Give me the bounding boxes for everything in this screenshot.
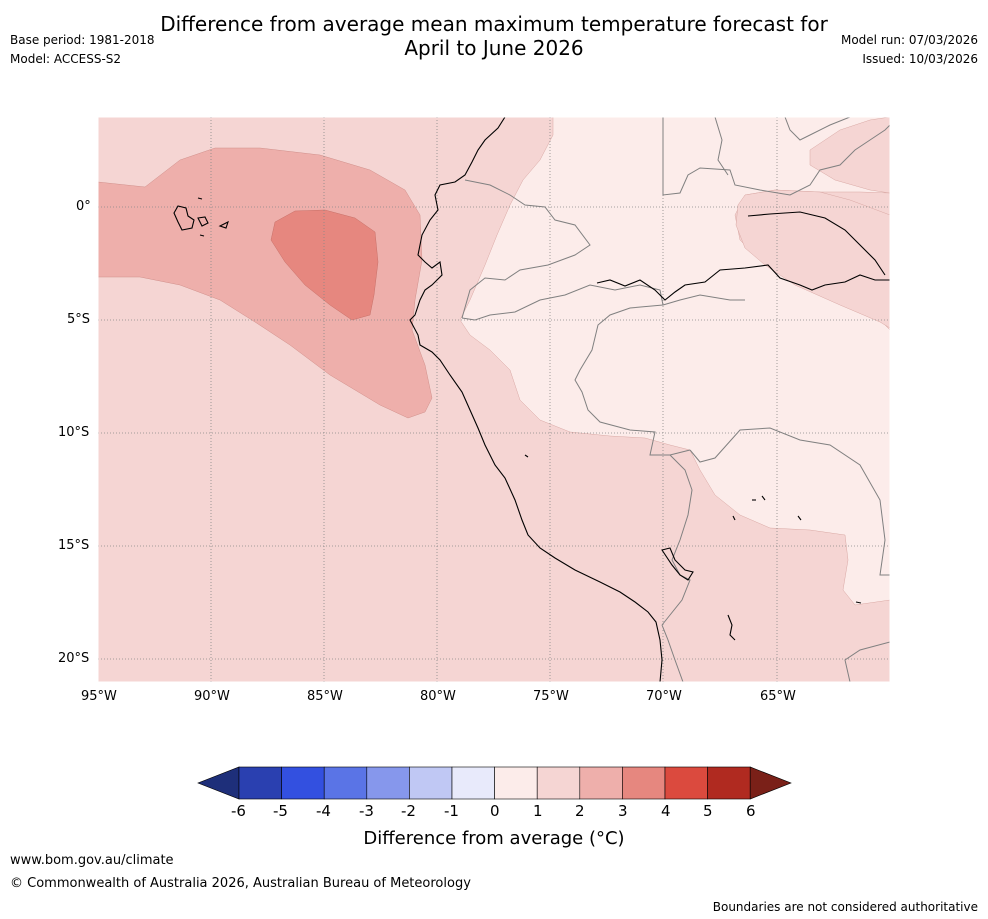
colorbar-swatch-5-to-6 [707, 766, 751, 800]
colorbar [197, 766, 792, 800]
lon-label-65w: 65°W [760, 689, 796, 704]
galapagos-island-shape [173, 205, 195, 231]
model-name: Model: ACCESS-S2 [10, 52, 122, 66]
colorbar-tick-minus5: -5 [273, 802, 288, 820]
copyright-notice: © Commonwealth of Australia 2026, Austra… [10, 876, 471, 891]
lat-label-0: 0° [76, 199, 91, 214]
colorbar-swatch-3-to-4 [622, 766, 666, 800]
colorbar-swatch-4-to-5 [664, 766, 708, 800]
colorbar-swatch--4-to--3 [323, 766, 368, 800]
coastline [173, 117, 890, 682]
colorbar-label: Difference from average (°C) [363, 828, 625, 849]
lat-label-15s: 15°S [58, 538, 90, 553]
colorbar-extend-low [197, 766, 240, 800]
colorbar-tick-0: 0 [490, 802, 500, 820]
colorbar-tick-minus2: -2 [401, 802, 416, 820]
colorbar-swatch--6-to--5 [238, 766, 282, 800]
lon-label-85w: 85°W [307, 689, 343, 704]
lon-label-90w: 90°W [194, 689, 230, 704]
boundary-disclaimer: Boundaries are not considered authoritat… [712, 900, 978, 914]
colorbar-swatch-2-to-3 [579, 766, 623, 800]
colorbar-tick-minus3: -3 [359, 802, 374, 820]
anomaly-region-amazon-patch [735, 189, 890, 329]
chart-title: Difference from average mean maximum tem… [0, 12, 988, 60]
title-line-1: Difference from average mean maximum tem… [160, 12, 828, 36]
colorbar-tick-4: 4 [661, 802, 671, 820]
anomaly-region-pacific-tongue [98, 147, 433, 419]
colorbar-tick-2: 2 [575, 802, 585, 820]
colorbar-tick-minus4: -4 [316, 802, 331, 820]
colorbar-tick-minus6: -6 [231, 802, 246, 820]
lat-label-10s: 10°S [58, 425, 90, 440]
model-run-date: Model run: 07/03/2026 [840, 33, 978, 47]
lat-label-20s: 20°S [58, 651, 90, 666]
lon-label-75w: 75°W [533, 689, 569, 704]
graticule [98, 117, 890, 682]
map-border [97, 116, 891, 683]
colorbar-swatch-0-to-1 [494, 766, 538, 800]
colorbar-swatch--2-to--1 [409, 766, 453, 800]
colorbar-swatch-1-to-2 [536, 766, 581, 800]
country-borders [461, 117, 890, 682]
colorbar-tick-1: 1 [533, 802, 543, 820]
lon-label-80w: 80°W [420, 689, 456, 704]
lon-label-70w: 70°W [646, 689, 682, 704]
base-period: Base period: 1981-2018 [10, 33, 155, 47]
anomaly-region-pacific-core [270, 209, 379, 321]
colorbar-tick-6: 6 [746, 802, 756, 820]
colorbar-tick-5: 5 [703, 802, 713, 820]
website-link[interactable]: www.bom.gov.au/climate [10, 853, 174, 868]
colorbar-tick-3: 3 [618, 802, 628, 820]
map-panel [98, 117, 890, 682]
lat-label-5s: 5°S [67, 312, 91, 327]
issued-date: Issued: 10/03/2026 [862, 52, 978, 66]
colorbar-swatch--5-to--4 [281, 766, 325, 800]
title-line-2: April to June 2026 [404, 36, 584, 60]
colorbar-swatch--3-to--2 [366, 766, 410, 800]
colorbar-extend-high [749, 766, 792, 800]
lon-label-95w: 95°W [81, 689, 117, 704]
colorbar-swatch--1-to-0 [451, 766, 495, 800]
anomaly-region-eastern-interior [459, 117, 890, 606]
colorbar-tick-minus1: -1 [444, 802, 459, 820]
